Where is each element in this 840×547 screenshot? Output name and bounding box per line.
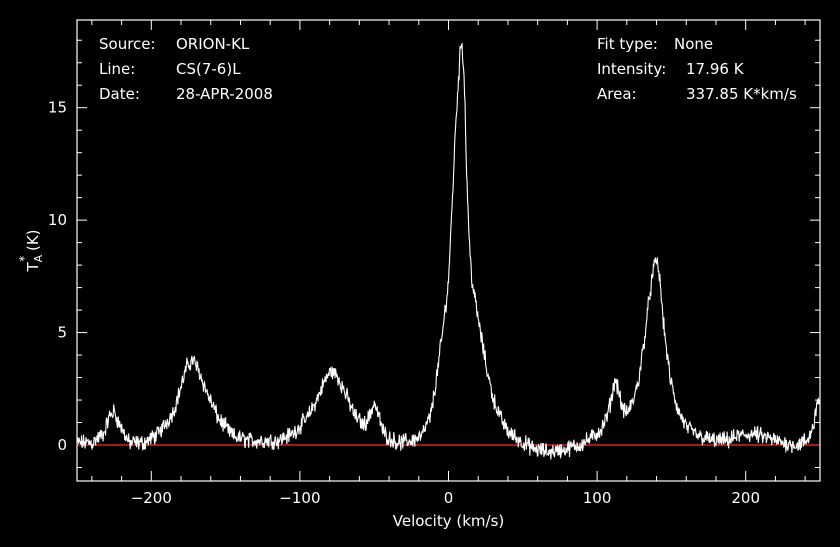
area-label: Area: [597, 85, 637, 103]
plot-frame [76, 19, 821, 482]
intensity-value: 17.96 K [686, 60, 744, 78]
x-tick-label: 100 [583, 489, 612, 507]
y-tick-label: 15 [48, 99, 67, 117]
x-tick-label: 200 [731, 489, 760, 507]
source-label: Source: [99, 35, 156, 53]
line-label: Line: [99, 60, 136, 78]
source-value: ORION-KL [176, 35, 250, 53]
fit-type-label: Fit type: [597, 35, 658, 53]
x-axis-label: Velocity (km/s) [393, 512, 504, 530]
x-tick-label: 0 [444, 489, 454, 507]
y-tick-label: 10 [48, 211, 67, 229]
y-tick-label: 5 [57, 324, 67, 342]
y-tick-label: 0 [57, 436, 67, 454]
date-label: Date: [99, 85, 140, 103]
area-value: 337.85 K*km/s [686, 85, 797, 103]
line-value: CS(7-6)L [176, 60, 241, 78]
date-value: 28-APR-2008 [176, 85, 273, 103]
x-tick-label: −200 [131, 489, 172, 507]
axis-ticks [77, 20, 820, 481]
x-tick-label: −100 [279, 489, 320, 507]
fit-type-value: None [674, 35, 714, 53]
intensity-label: Intensity: [597, 60, 667, 78]
spectrum-line [76, 42, 821, 460]
tick-labels: −200 −100 0 100 200 0 5 10 15 [48, 99, 760, 507]
